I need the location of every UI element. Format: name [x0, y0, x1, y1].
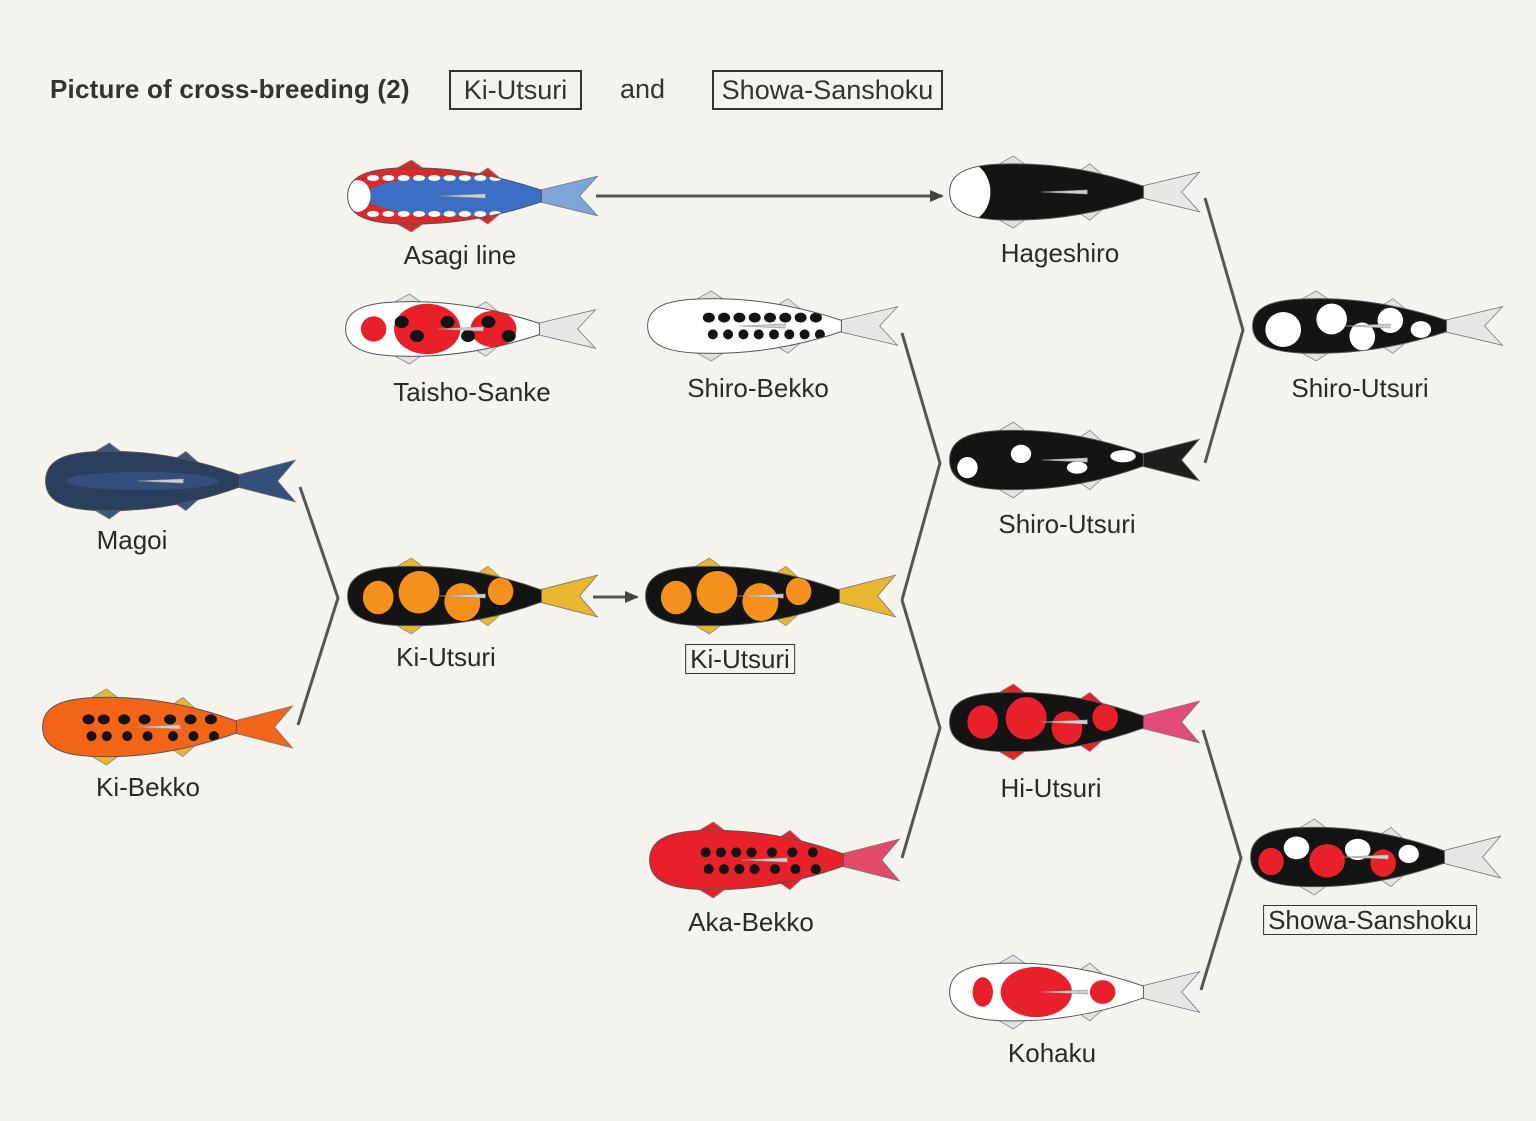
label-showa: Showa-Sanshoku	[1263, 905, 1477, 935]
dorsal-fin	[1041, 189, 1088, 195]
tail	[1440, 306, 1504, 346]
header-and: and	[620, 74, 666, 104]
dorsal-fin	[739, 323, 786, 329]
dorsal-fin	[741, 857, 788, 863]
body-outline	[647, 298, 842, 354]
tail	[1137, 700, 1201, 744]
label-hageshiro: Hageshiro	[1000, 238, 1120, 268]
fish-kohaku	[949, 954, 1201, 1030]
tail	[230, 705, 294, 749]
fish-asagi	[347, 159, 599, 233]
label-asagi: Asagi line	[403, 240, 517, 270]
dorsal-fin	[439, 593, 486, 599]
body-outline	[42, 696, 237, 758]
label-magoi: Magoi	[96, 525, 168, 555]
label-shirobekko: Shiro-Bekko	[687, 373, 829, 403]
body-outline	[347, 167, 542, 225]
dorsal-fin	[1344, 323, 1391, 329]
dorsal-fin	[134, 724, 181, 730]
bracket-magoi-kibekko	[296, 486, 340, 726]
page-title: Picture of cross-breeding (2)	[50, 74, 410, 104]
bracket-hageshiro-shiroutsuri	[1203, 197, 1245, 464]
tail	[533, 309, 597, 349]
bracket-shirobekko-kiutsuri	[900, 332, 942, 601]
label-kiutsuri-1: Ki-Utsuri	[396, 642, 496, 672]
body-outline	[949, 429, 1144, 491]
tail	[1137, 171, 1201, 213]
fish-shirobekko	[647, 290, 899, 362]
label-taisho: Taisho-Sanke	[393, 377, 551, 407]
header-box-ki-utsuri: Ki-Utsuri	[449, 70, 582, 110]
dorsal-fin	[737, 593, 784, 599]
tail	[835, 306, 899, 346]
bracket-hiutsuri-kohaku	[1199, 729, 1243, 991]
connector-lines	[296, 190, 1245, 991]
tail	[837, 838, 901, 882]
dorsal-fin	[1041, 719, 1088, 725]
body-outline	[949, 163, 1144, 221]
label-kibekko: Ki-Bekko	[95, 772, 201, 802]
dorsal-fin	[437, 326, 484, 332]
body-outline	[1250, 826, 1445, 888]
body-outline	[347, 565, 542, 627]
label-kiutsuri-2: Ki-Utsuri	[685, 644, 795, 674]
body-outline	[645, 565, 840, 627]
body-outline	[1252, 298, 1447, 354]
tail	[535, 574, 599, 618]
body-outline	[345, 301, 540, 357]
tail	[233, 459, 297, 503]
body-outline	[649, 829, 844, 891]
tail	[1137, 970, 1201, 1014]
label-akabekko: Aka-Bekko	[688, 907, 814, 937]
tail	[833, 574, 897, 618]
body-outline	[949, 691, 1144, 753]
tail	[1438, 835, 1502, 879]
label-kohaku: Kohaku	[1007, 1038, 1097, 1068]
label-shiroutsuri-mid: Shiro-Utsuri	[998, 509, 1136, 539]
label-shiroutsuri-final: Shiro-Utsuri	[1291, 373, 1429, 403]
body-outline	[45, 450, 240, 512]
bracket-kiutsuri-akabekko	[900, 599, 942, 859]
dorsal-fin	[1041, 989, 1088, 995]
dorsal-fin	[1041, 457, 1088, 463]
dorsal-fin	[439, 193, 486, 199]
label-hiutsuri: Hi-Utsuri	[1000, 773, 1102, 803]
fish-magoi	[45, 442, 297, 520]
dorsal-fin	[1342, 854, 1389, 860]
tail	[535, 175, 599, 217]
tail	[1137, 438, 1201, 482]
dorsal-fin	[137, 478, 184, 484]
header-box-showa-sanshoku: Showa-Sanshoku	[712, 70, 943, 110]
body-outline	[949, 962, 1144, 1022]
